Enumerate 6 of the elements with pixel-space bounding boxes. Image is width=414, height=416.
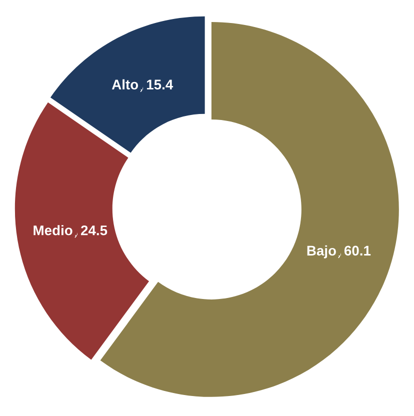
slice-label: Alto	[112, 79, 138, 90]
data-label: 60.1	[344, 246, 371, 256]
slice-label: Bajo	[307, 245, 336, 258]
data-label: 24.5	[80, 225, 108, 236]
slice-label: Medio	[34, 225, 72, 236]
data-label: 15.4	[146, 80, 174, 90]
